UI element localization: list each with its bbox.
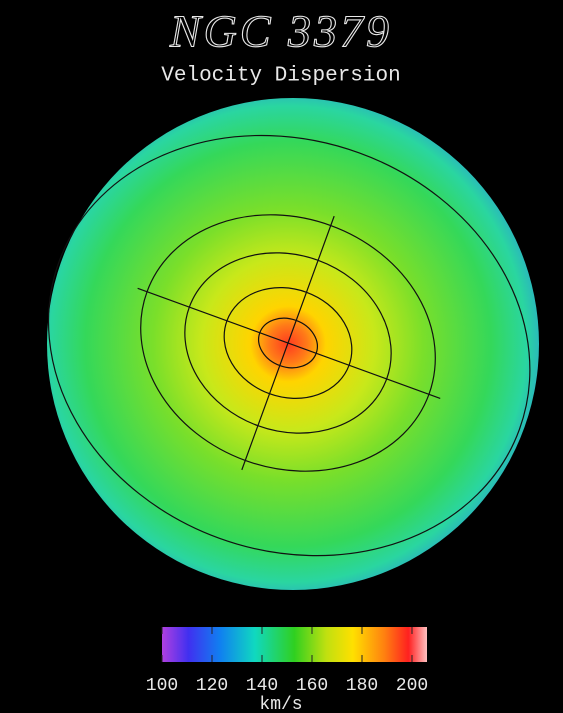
colorbar-tick-label: 180 xyxy=(346,676,378,696)
colorbar-label: km/s xyxy=(259,695,302,713)
velocity-map xyxy=(47,98,539,590)
colorbar-tick-label: 120 xyxy=(196,676,228,696)
colorbar xyxy=(162,627,427,662)
disc xyxy=(47,98,539,590)
colorbar-tick-label: 160 xyxy=(296,676,328,696)
colorbar-tick-label: 200 xyxy=(396,676,428,696)
contours xyxy=(47,134,531,557)
subtitle: Velocity Dispersion xyxy=(161,65,400,88)
colorbar-tick-label: 100 xyxy=(146,676,178,696)
title: NGC 3379 xyxy=(169,6,392,57)
colorbar-tick-label: 140 xyxy=(246,676,278,696)
